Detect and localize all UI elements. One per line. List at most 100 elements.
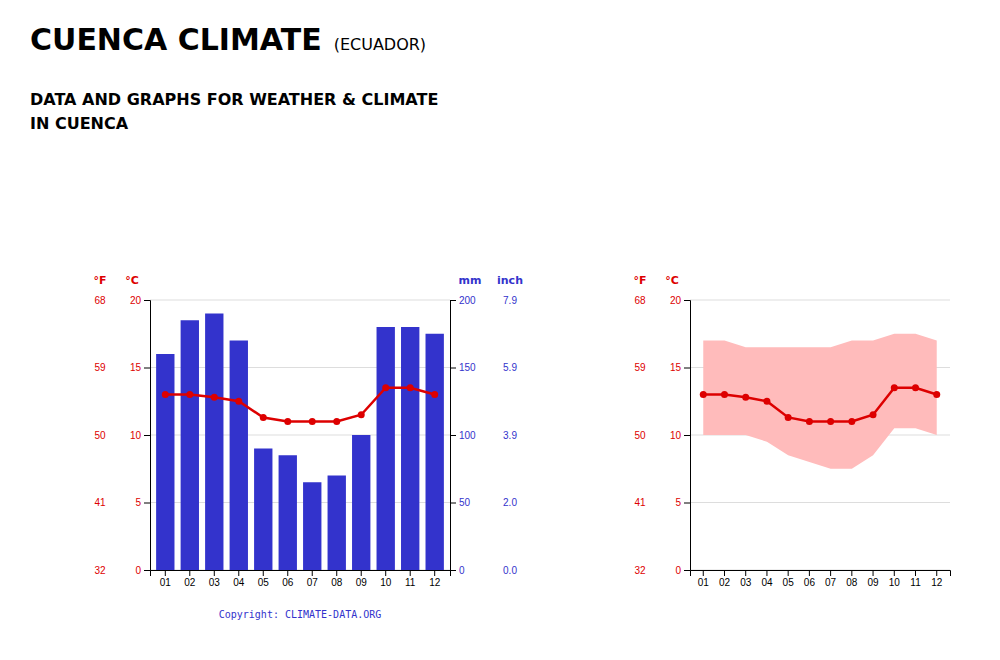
bar: [303, 482, 321, 570]
bar: [279, 455, 297, 570]
tick: 04: [761, 570, 773, 588]
grid-line: [690, 300, 950, 301]
tick-mark: [915, 570, 916, 576]
tick-label: 41: [94, 497, 106, 508]
axis-title: °F: [633, 274, 646, 287]
tick-mark: [684, 570, 690, 571]
tick: 0: [450, 565, 465, 576]
tick-mark: [450, 503, 456, 504]
y3-axis: 3241505968: [634, 295, 646, 576]
tick: 7.9: [503, 295, 517, 306]
tick-label: 10: [130, 430, 142, 441]
bars: [156, 314, 444, 571]
marker: [700, 391, 707, 398]
bar: [328, 476, 346, 571]
tick: 50: [94, 430, 106, 441]
tick-mark: [684, 435, 690, 436]
tick-mark: [189, 570, 190, 576]
tick-label: 06: [804, 577, 816, 588]
tick-mark: [684, 300, 690, 301]
tick-label: 02: [719, 577, 731, 588]
tick-label: 200: [459, 295, 476, 306]
tick-label: 11: [405, 577, 416, 588]
tick: 05: [783, 570, 795, 588]
tick: 02: [719, 570, 731, 588]
tick-mark: [745, 570, 746, 576]
grid-line: [690, 502, 950, 503]
marker: [186, 391, 193, 398]
tick: 59: [634, 362, 646, 373]
tick-label: 10: [670, 430, 682, 441]
tick: 5: [135, 497, 150, 508]
marker: [763, 398, 770, 405]
marker: [162, 391, 169, 398]
grid: [690, 300, 950, 570]
tick: 07: [825, 570, 837, 588]
figure: CUENCA CLIMATEDATA AND GRAPHS FOR WEATHE…: [0, 0, 1000, 660]
axis-line: [144, 301, 151, 571]
marker: [407, 384, 414, 391]
tick-label: 09: [867, 577, 879, 588]
tick: 02: [184, 570, 196, 588]
marker: [431, 391, 438, 398]
tick-label: 0: [459, 565, 465, 576]
tick-mark: [165, 570, 166, 576]
tick: 10: [130, 430, 150, 441]
bar-chart: 0102030405060708091011120510152005010015…: [93, 35, 522, 620]
tick: 10: [380, 570, 392, 588]
tick-mark: [144, 503, 150, 504]
axis-line: [451, 301, 457, 571]
markers: [162, 384, 438, 425]
marker: [211, 394, 218, 401]
tick-mark: [809, 570, 810, 576]
tick-mark: [144, 368, 150, 369]
marker: [235, 398, 242, 405]
tick-label: 03: [209, 577, 221, 588]
annotation: Copyright: CLIMATE-DATA.ORG: [219, 609, 382, 620]
tick: 09: [867, 570, 879, 588]
bar: [352, 435, 370, 570]
grid-line: [150, 300, 450, 301]
tick-label: 10: [380, 577, 392, 588]
marks: [156, 314, 444, 571]
tick: 5.9: [503, 362, 517, 373]
tick-label: 5: [135, 497, 141, 508]
title: CUENCA CLIMATE: [30, 22, 322, 57]
tick: 09: [356, 570, 368, 588]
tick-mark: [936, 570, 937, 576]
markers: [700, 384, 940, 425]
axis-line: [151, 571, 451, 577]
marker: [827, 418, 834, 425]
tick-label: 50: [94, 430, 106, 441]
bar: [426, 334, 444, 570]
tick: 150: [450, 362, 476, 373]
tick-label: 12: [429, 577, 441, 588]
tick-mark: [144, 300, 150, 301]
tick: 07: [307, 570, 319, 588]
grid: [150, 300, 450, 570]
tick: 41: [94, 497, 106, 508]
tick: 10: [670, 430, 690, 441]
marker: [382, 384, 389, 391]
y3-axis: 3241505968: [94, 295, 106, 576]
tick-label: 5.9: [503, 362, 517, 373]
axis-title: °F: [93, 274, 106, 287]
tick: 12: [429, 570, 441, 588]
tick: 08: [331, 570, 343, 588]
tick-mark: [336, 570, 337, 576]
tick-label: 15: [670, 362, 682, 373]
marker: [333, 418, 340, 425]
tick: 32: [94, 565, 106, 576]
tick: 32: [634, 565, 646, 576]
marker: [309, 418, 316, 425]
tick-mark: [788, 570, 789, 576]
tick-label: 59: [94, 362, 106, 373]
marker: [848, 418, 855, 425]
tick-mark: [434, 570, 435, 576]
tick-mark: [684, 503, 690, 504]
tick: 12: [931, 570, 943, 588]
tick: 11: [405, 570, 416, 588]
tick: 11: [910, 570, 921, 588]
tick: 06: [804, 570, 816, 588]
tick-label: 02: [184, 577, 196, 588]
